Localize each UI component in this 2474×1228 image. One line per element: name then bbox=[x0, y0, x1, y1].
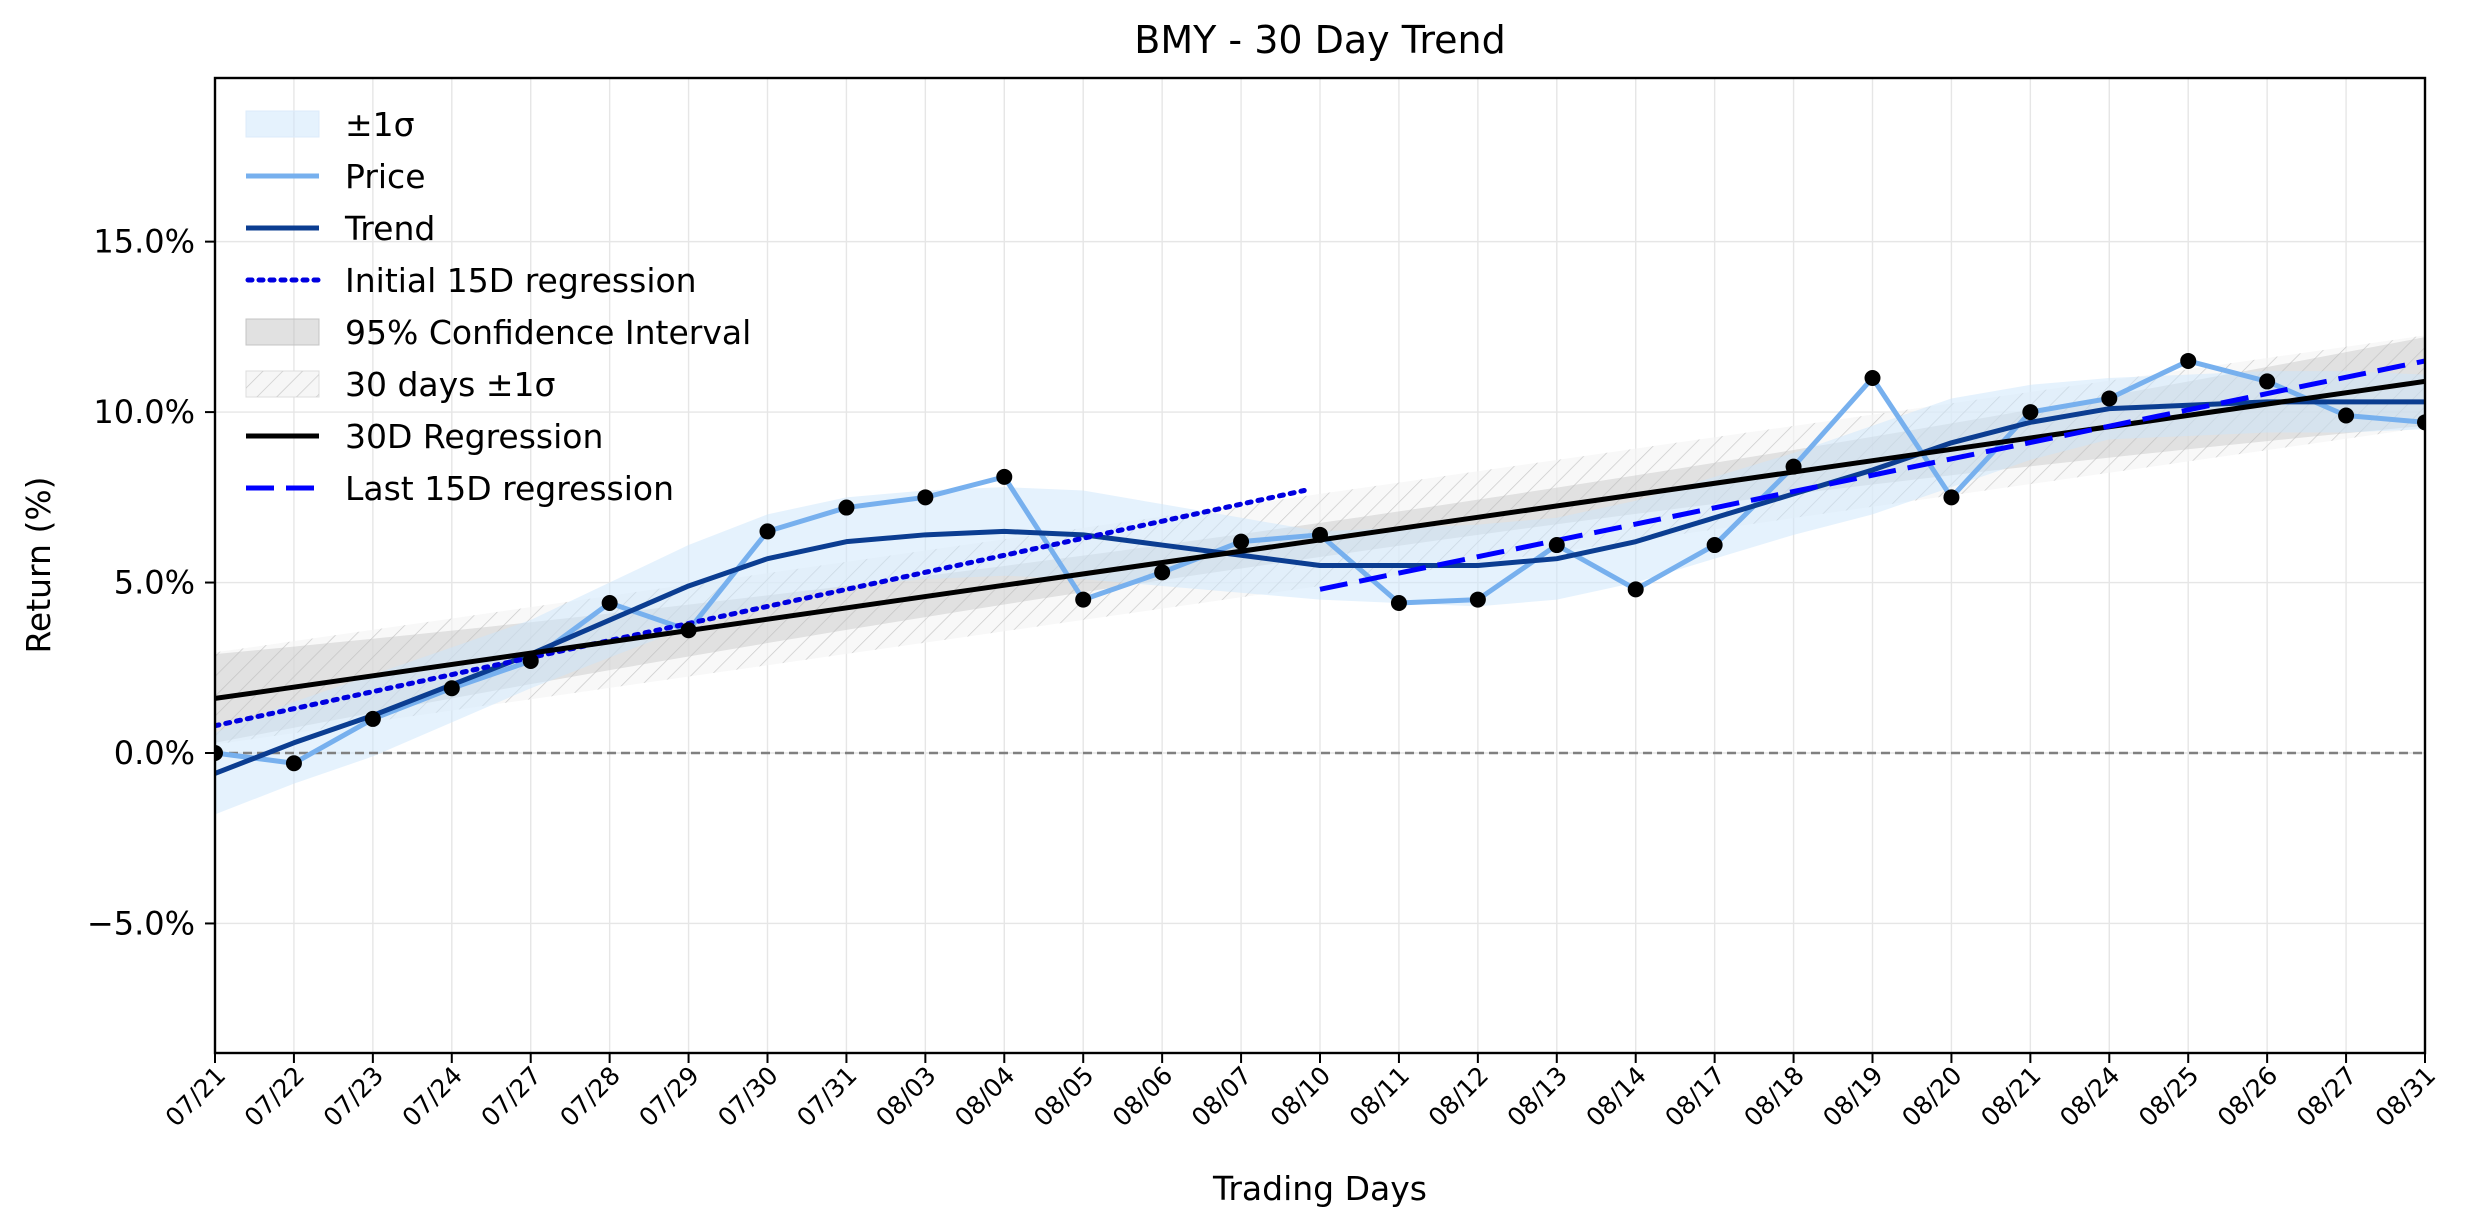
x-tick-label: 08/20 bbox=[1896, 1061, 1967, 1132]
x-axis-label: Trading Days bbox=[1212, 1169, 1427, 1208]
y-tick-label: 5.0% bbox=[114, 564, 195, 602]
y-tick-label: 15.0% bbox=[93, 223, 195, 261]
x-tick-label: 07/29 bbox=[633, 1061, 704, 1132]
price-point bbox=[1469, 591, 1486, 608]
price-point bbox=[1627, 581, 1644, 598]
x-tick-label: 08/17 bbox=[1659, 1061, 1730, 1132]
price-point bbox=[2259, 373, 2276, 390]
price-point bbox=[1785, 458, 1802, 475]
x-tick-label: 07/22 bbox=[239, 1061, 310, 1132]
x-tick-label: 08/19 bbox=[1817, 1061, 1888, 1132]
x-tick-label: 08/04 bbox=[949, 1061, 1020, 1132]
x-tick-label: 08/18 bbox=[1738, 1061, 1809, 1132]
legend-label: 30D Regression bbox=[345, 417, 603, 456]
x-tick-label: 07/24 bbox=[397, 1061, 468, 1132]
x-tick-label: 08/11 bbox=[1344, 1061, 1415, 1132]
x-tick-label: 07/27 bbox=[475, 1061, 546, 1132]
x-tick-label: 07/23 bbox=[318, 1061, 389, 1132]
price-point bbox=[2101, 390, 2118, 407]
x-tick-label: 08/10 bbox=[1265, 1061, 1336, 1132]
x-tick-label: 08/03 bbox=[870, 1061, 941, 1132]
x-tick-label: 08/26 bbox=[2212, 1061, 2283, 1132]
price-point bbox=[285, 755, 302, 772]
price-point bbox=[2338, 407, 2355, 424]
legend-swatch-confidence bbox=[245, 318, 320, 346]
x-tick-label: 08/21 bbox=[1975, 1061, 2046, 1132]
y-tick-label: 10.0% bbox=[93, 393, 195, 431]
price-point bbox=[1706, 537, 1723, 554]
price-point bbox=[364, 710, 381, 727]
x-tick-label: 08/27 bbox=[2291, 1061, 2362, 1132]
legend-label: Last 15D regression bbox=[345, 469, 674, 508]
y-tick-label: 0.0% bbox=[114, 734, 195, 772]
trend-line bbox=[215, 399, 2425, 776]
price-point bbox=[996, 468, 1013, 485]
price-point bbox=[838, 499, 855, 516]
price-point bbox=[2417, 414, 2425, 431]
y-axis-label: Return (%) bbox=[19, 476, 58, 653]
y-tick-label: −5.0% bbox=[87, 904, 195, 942]
sigma-band bbox=[215, 371, 2425, 815]
price-point bbox=[2180, 352, 2197, 369]
price-point bbox=[215, 745, 223, 761]
legend-label: 95% Confidence Interval bbox=[345, 313, 751, 352]
legend-swatch-sigma bbox=[245, 110, 320, 138]
price-point bbox=[1233, 533, 1250, 550]
price-point bbox=[1312, 526, 1328, 543]
price-point bbox=[680, 622, 697, 639]
x-tick-label: 07/21 bbox=[160, 1061, 231, 1132]
price-point bbox=[443, 680, 460, 697]
chart-title: BMY - 30 Day Trend bbox=[1134, 18, 1505, 62]
x-tick-label: 08/06 bbox=[1107, 1061, 1178, 1132]
x-tick-label: 08/31 bbox=[2370, 1061, 2441, 1132]
price-point bbox=[1548, 537, 1565, 554]
legend-swatch-sigma-30d-hatch bbox=[246, 371, 319, 397]
last-15d-regression-line bbox=[1319, 358, 2425, 592]
x-tick-label: 08/12 bbox=[1423, 1061, 1494, 1132]
legend-label: Initial 15D regression bbox=[345, 261, 697, 300]
x-tick-label: 08/14 bbox=[1580, 1061, 1651, 1132]
price-point bbox=[2022, 404, 2039, 421]
x-tick-label: 08/25 bbox=[2133, 1061, 2204, 1132]
plot-area bbox=[215, 335, 2425, 815]
x-tick-label: 08/13 bbox=[1502, 1061, 1573, 1132]
price-point bbox=[522, 652, 539, 669]
legend-label: Price bbox=[345, 157, 426, 196]
legend-label: ±1σ bbox=[345, 105, 415, 144]
initial-15d-regression-line bbox=[215, 488, 1307, 729]
x-tick-label: 08/24 bbox=[2054, 1061, 2125, 1132]
price-point bbox=[759, 523, 776, 540]
price-point bbox=[917, 489, 934, 506]
x-tick-label: 07/28 bbox=[554, 1061, 625, 1132]
x-tick-label: 07/30 bbox=[712, 1061, 783, 1132]
price-point bbox=[1864, 370, 1881, 386]
price-point bbox=[1390, 595, 1407, 611]
price-point bbox=[1154, 564, 1171, 581]
legend: ±1σ Price Trend Initial 15D regression 95% C… bbox=[245, 105, 751, 508]
legend-label: Trend bbox=[344, 209, 435, 248]
x-tick-label: 08/05 bbox=[1028, 1061, 1099, 1132]
legend-label: 30 days ±1σ bbox=[345, 365, 555, 404]
price-point bbox=[601, 595, 618, 611]
x-tick-label: 08/07 bbox=[1186, 1061, 1257, 1132]
price-point bbox=[1075, 591, 1092, 608]
price-point bbox=[1943, 489, 1960, 506]
x-tick-label: 07/31 bbox=[791, 1061, 862, 1132]
